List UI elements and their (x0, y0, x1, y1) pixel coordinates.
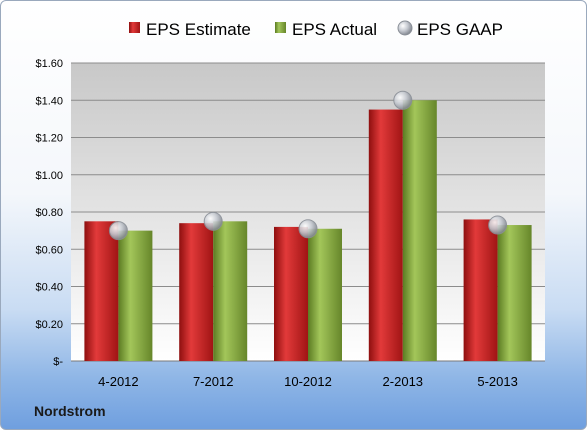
x-tick-label: 2-2013 (383, 374, 423, 389)
bar-eps-actual (213, 221, 248, 361)
y-tick-label: $0.60 (35, 244, 63, 256)
bar-eps-actual (497, 225, 532, 361)
legend-marker-gaap (397, 20, 413, 36)
gaap-markers (108, 90, 508, 241)
marker-eps-gaap (488, 215, 508, 235)
legend-swatch-actual (275, 22, 286, 33)
x-axis-labels: 4-2012 7-2012 10-2012 2-2013 5-2013 (98, 374, 518, 389)
x-tick-label: 5-2013 (477, 374, 517, 389)
y-tick-label: $0.40 (35, 282, 63, 294)
y-tick-label: $1.40 (35, 95, 63, 107)
bar-eps-actual (118, 230, 153, 361)
marker-eps-gaap (108, 221, 128, 241)
y-tick-label: $1.20 (35, 133, 63, 145)
y-tick-label: $1.00 (35, 170, 63, 182)
bar-eps-estimate (84, 221, 119, 361)
marker-eps-gaap (203, 211, 223, 231)
company-name: Nordstrom (34, 403, 106, 419)
bar-eps-estimate (368, 109, 403, 361)
marker-eps-gaap (393, 90, 413, 110)
legend-label-gaap: EPS GAAP (417, 20, 503, 39)
y-tick-label: $0.80 (35, 207, 63, 219)
legend: EPS Estimate EPS Actual EPS GAAP (129, 20, 503, 39)
bars (84, 100, 532, 361)
x-tick-label: 7-2012 (193, 374, 233, 389)
x-tick-label: 10-2012 (284, 374, 332, 389)
legend-swatch-estimate (129, 22, 140, 33)
y-axis-labels: $- $0.20 $0.40 $0.60 $0.80 $1.00 $1.20 $1.40 $1.… (35, 58, 63, 368)
bar-eps-estimate (179, 223, 214, 361)
marker-eps-gaap (298, 219, 318, 239)
y-tick-label: $0.20 (35, 319, 63, 331)
bar-eps-estimate (274, 226, 308, 361)
bar-eps-actual (402, 100, 437, 361)
legend-label-actual: EPS Actual (292, 20, 377, 39)
y-tick-label: $1.60 (35, 58, 63, 70)
x-tick-label: 4-2012 (98, 374, 138, 389)
bar-eps-actual (308, 228, 342, 361)
legend-label-estimate: EPS Estimate (146, 20, 251, 39)
bar-eps-estimate (463, 219, 498, 361)
y-tick-label: $- (53, 356, 63, 368)
